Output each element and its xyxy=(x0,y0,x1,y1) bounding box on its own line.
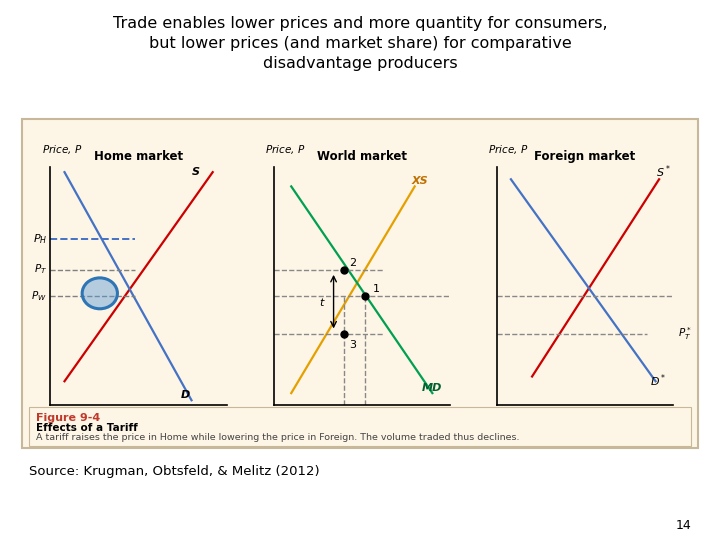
Text: $P_T^*$: $P_T^*$ xyxy=(678,325,693,342)
Text: $Q_T$: $Q_T$ xyxy=(337,424,351,438)
Text: S: S xyxy=(192,166,199,177)
Text: $Q_W$: $Q_W$ xyxy=(368,424,384,438)
X-axis label: Quantity, $Q$: Quantity, $Q$ xyxy=(331,408,392,422)
Text: XS: XS xyxy=(411,176,428,186)
Text: MD: MD xyxy=(422,383,442,393)
Text: Figure 9-4: Figure 9-4 xyxy=(36,413,100,423)
Text: A tariff raises the price in Home while lowering the price in Foreign. The volum: A tariff raises the price in Home while … xyxy=(36,433,520,442)
Text: 3: 3 xyxy=(349,340,356,350)
Text: $P_W$: $P_W$ xyxy=(31,289,47,302)
Text: $t$: $t$ xyxy=(320,295,326,308)
Title: Foreign market: Foreign market xyxy=(534,151,636,164)
X-axis label: Quantity, $Q$: Quantity, $Q$ xyxy=(108,408,169,422)
X-axis label: Quantity, $Q$: Quantity, $Q$ xyxy=(554,408,616,422)
Text: 2: 2 xyxy=(349,258,356,268)
Text: Effects of a Tariff: Effects of a Tariff xyxy=(36,423,138,433)
Text: Trade enables lower prices and more quantity for consumers,
but lower prices (an: Trade enables lower prices and more quan… xyxy=(113,16,607,71)
Text: 14: 14 xyxy=(675,519,691,532)
Text: D: D xyxy=(181,390,190,400)
Ellipse shape xyxy=(82,278,117,309)
Text: Price, $P$: Price, $P$ xyxy=(488,143,528,156)
Text: $P_H$: $P_H$ xyxy=(32,232,47,246)
Text: $D^*$: $D^*$ xyxy=(650,373,667,389)
Text: Source: Krugman, Obtsfeld, & Melitz (2012): Source: Krugman, Obtsfeld, & Melitz (201… xyxy=(29,465,320,478)
Text: $S^*$: $S^*$ xyxy=(655,164,670,180)
Text: Price, $P$: Price, $P$ xyxy=(265,143,305,156)
Text: $P_T$: $P_T$ xyxy=(34,262,47,276)
Title: World market: World market xyxy=(317,151,407,164)
Title: Home market: Home market xyxy=(94,151,183,164)
Text: 1: 1 xyxy=(372,284,379,294)
Text: Price, $P$: Price, $P$ xyxy=(42,143,82,156)
